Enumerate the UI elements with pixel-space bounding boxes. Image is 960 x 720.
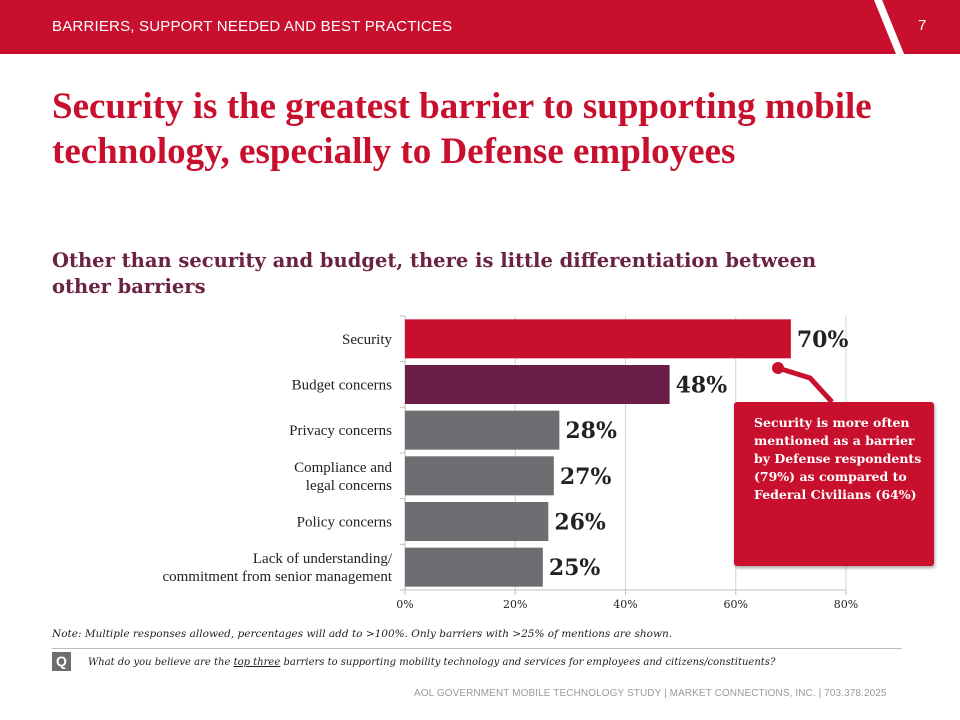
bar	[405, 502, 549, 541]
question-prefix: What do you believe are the	[88, 657, 231, 668]
x-tick-label: 20%	[503, 598, 527, 611]
bar	[405, 365, 670, 404]
question-divider	[52, 648, 902, 649]
category-label: Budget concerns	[292, 378, 393, 394]
question-emphasis: top three	[233, 657, 281, 668]
chart-note: Note: Multiple responses allowed, percen…	[52, 628, 673, 640]
question-suffix: barriers to supporting mobility technolo…	[283, 657, 776, 668]
category-label: Compliance and legal concerns	[294, 460, 392, 494]
chart-bars	[405, 319, 791, 587]
survey-question: What do you believe are the top three ba…	[88, 657, 775, 668]
chart-value-labels: 70% 48% 28% 27% 26% 25%	[549, 327, 849, 581]
category-label: Lack of understanding/commitment from se…	[162, 551, 392, 585]
bar-value-label: 48%	[676, 373, 728, 399]
bar	[405, 547, 543, 587]
bar-chart: Security Budget concerns Privacy concerns C…	[162, 315, 858, 611]
x-tick-label: 60%	[724, 598, 748, 611]
bar	[405, 410, 560, 450]
question-icon: Q	[52, 652, 71, 671]
header-bar	[0, 0, 960, 54]
bar	[405, 456, 554, 496]
section-label: BARRIERS, SUPPORT NEEDED AND BEST PRACTI…	[52, 18, 453, 35]
callout-connector	[772, 362, 834, 404]
page-number: 7	[918, 17, 927, 34]
page-subtitle: Other than security and budget, there is…	[52, 249, 817, 298]
chart-category-labels: Security Budget concerns Privacy concerns C…	[162, 332, 392, 585]
bar-value-label: 25%	[549, 555, 601, 581]
bar-value-label: 26%	[554, 510, 606, 536]
bar-value-label: 27%	[560, 464, 612, 490]
callout-box: Security is more often mentioned as a ba…	[734, 402, 934, 566]
bar-value-label: 70%	[797, 327, 849, 353]
callout-connector-line	[777, 365, 834, 404]
page-number-tab	[882, 0, 960, 54]
category-label: Policy concerns	[297, 515, 393, 531]
x-tick-label: 40%	[613, 598, 637, 611]
category-label: Privacy concerns	[289, 423, 392, 439]
header-bar-fill	[0, 0, 902, 54]
chart-x-axis: 0% 20% 40% 60% 80%	[396, 315, 858, 611]
callout-text: Security is more often mentioned as a ba…	[754, 415, 922, 502]
page-title: Security is the greatest barrier to supp…	[52, 86, 872, 172]
category-label: Security	[342, 332, 392, 348]
x-tick-label: 0%	[396, 598, 413, 611]
x-tick-label: 80%	[834, 598, 858, 611]
bar	[405, 319, 791, 359]
bar-value-label: 28%	[565, 418, 617, 444]
header-bar-slash	[874, 0, 904, 54]
footer-text: AOL GOVERNMENT MOBILE TECHNOLOGY STUDY |…	[414, 688, 887, 699]
